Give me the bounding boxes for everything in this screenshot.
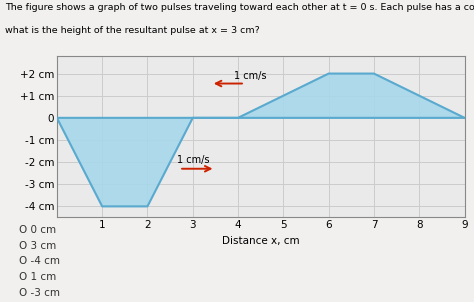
Text: what is the height of the resultant pulse at x = 3 cm?: what is the height of the resultant puls…: [5, 26, 259, 35]
Polygon shape: [57, 118, 465, 206]
Text: The figure shows a graph of two pulses traveling toward each other at t = 0 s. E: The figure shows a graph of two pulses t…: [5, 3, 474, 12]
Text: O -3 cm: O -3 cm: [19, 288, 60, 298]
Text: O 0 cm: O 0 cm: [19, 225, 56, 235]
Polygon shape: [57, 74, 465, 118]
Text: 1 cm/s: 1 cm/s: [234, 71, 266, 81]
Text: O 3 cm: O 3 cm: [19, 241, 56, 251]
Text: O 1 cm: O 1 cm: [19, 272, 56, 282]
Text: 1 cm/s: 1 cm/s: [177, 155, 210, 165]
X-axis label: Distance x, cm: Distance x, cm: [222, 236, 300, 246]
Text: O -4 cm: O -4 cm: [19, 256, 60, 266]
